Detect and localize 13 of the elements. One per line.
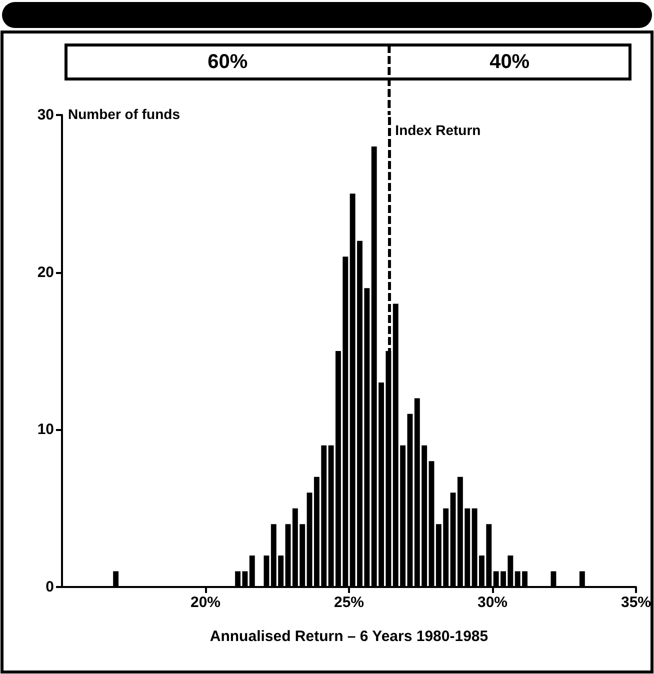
text: 60% bbox=[208, 51, 248, 73]
x-tick-label: 35% bbox=[620, 594, 652, 611]
y-tick-label: 10 bbox=[37, 421, 54, 438]
x-axis-title: Annualised Return – 6 Years 1980-1985 bbox=[210, 628, 488, 645]
y-axis-title: Number of funds bbox=[68, 106, 180, 122]
text: 40% bbox=[490, 51, 530, 73]
x-tick-label: 25% bbox=[334, 594, 364, 611]
ref-line-label: Index Return bbox=[395, 122, 481, 138]
x-tick-label: 20% bbox=[190, 594, 221, 611]
y-tick-label: 0 bbox=[46, 578, 54, 596]
x-tick-label: 30% bbox=[477, 594, 508, 611]
y-tick-label: 20 bbox=[37, 264, 54, 281]
y-tick-label: 30 bbox=[37, 106, 54, 124]
